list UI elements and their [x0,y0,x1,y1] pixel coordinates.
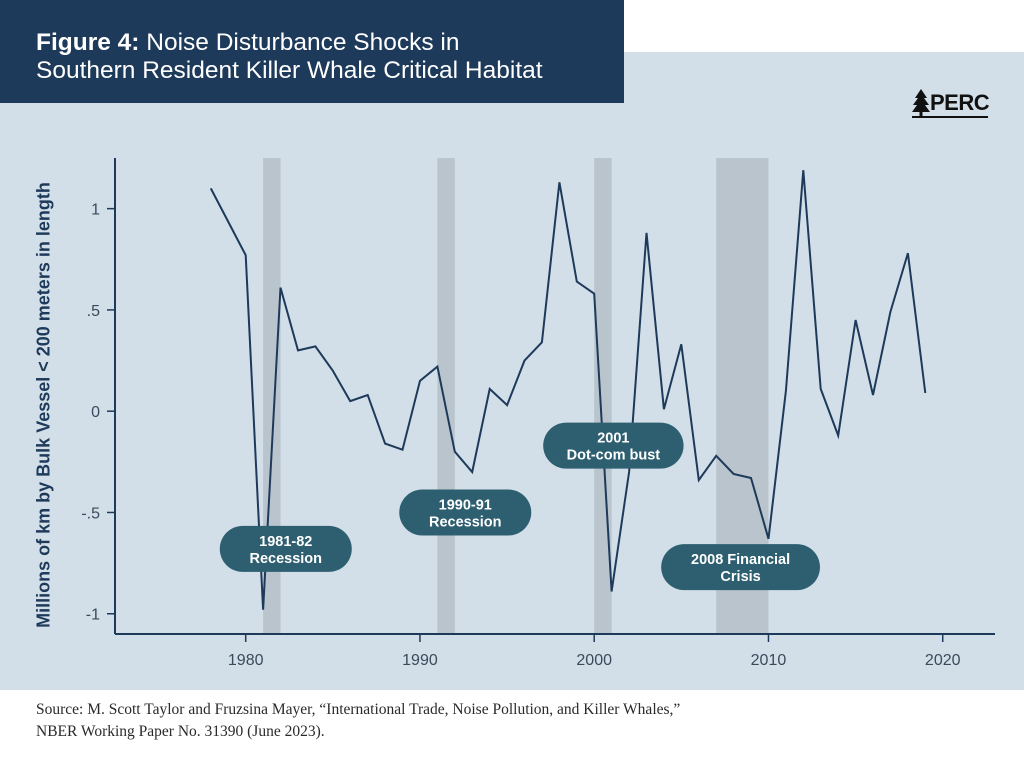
annotation-label: 1981-82 [259,534,312,550]
source-line-1: Source: M. Scott Taylor and Fruzsina May… [36,701,681,718]
logo-underline [912,116,988,118]
x-tick-label: 2010 [751,652,787,669]
figure-title-text: Noise Disturbance Shocks in [139,29,460,56]
annotation-pill-bg [543,422,684,469]
annotation-label: Crisis [720,569,760,585]
x-tick-label: 2000 [576,652,612,669]
x-tick-label: 1980 [228,652,264,669]
chart-axes: 1 .5 0 -.5 -1 1980 1990 2000 2010 2020 [81,158,995,669]
figure-title-line-2: Southern Resident Killer Whale Critical … [36,57,543,84]
annotation-label: 2008 Financial [691,552,790,568]
y-tick-label: 0 [91,404,100,421]
pine-tree-icon [912,89,930,117]
footer [0,690,1024,783]
source-note: Source: M. Scott Taylor and Fruzsina May… [36,699,680,743]
annotation-pill-bg [219,525,352,572]
y-tick-label: .5 [87,303,100,320]
y-tick-label: -.5 [81,505,100,522]
logo-text: PERC [930,90,990,115]
x-tick-label: 2020 [925,652,961,669]
perc-logo: PERC [912,88,992,120]
annotation-pill-bg [399,489,532,536]
annotation-label: 2001 [597,431,629,447]
series-layer [209,170,927,610]
source-line-2: NBER Working Paper No. 31390 (June 2023)… [36,723,325,740]
figure-number: Figure 4: [36,29,140,56]
figure-title-line-1: Figure 4: Noise Disturbance Shocks in [36,29,459,57]
annotation-label: Recession [249,551,322,567]
y-tick-label: 1 [91,202,100,219]
recession-band [437,158,455,634]
annotation-pill-bg [661,544,820,591]
y-tick-label: -1 [86,607,100,624]
x-tick-label: 1990 [402,652,438,669]
annotation-label: Recession [429,514,502,530]
plot-background [0,52,1024,690]
annotations-layer: 1981-82Recession1990-91Recession2001Dot-… [219,422,820,591]
title-banner: Figure 4: Noise Disturbance Shocks in So… [0,0,624,103]
annotation-label: 1990-91 [439,497,492,513]
annotation-label: Dot-com bust [567,448,661,464]
